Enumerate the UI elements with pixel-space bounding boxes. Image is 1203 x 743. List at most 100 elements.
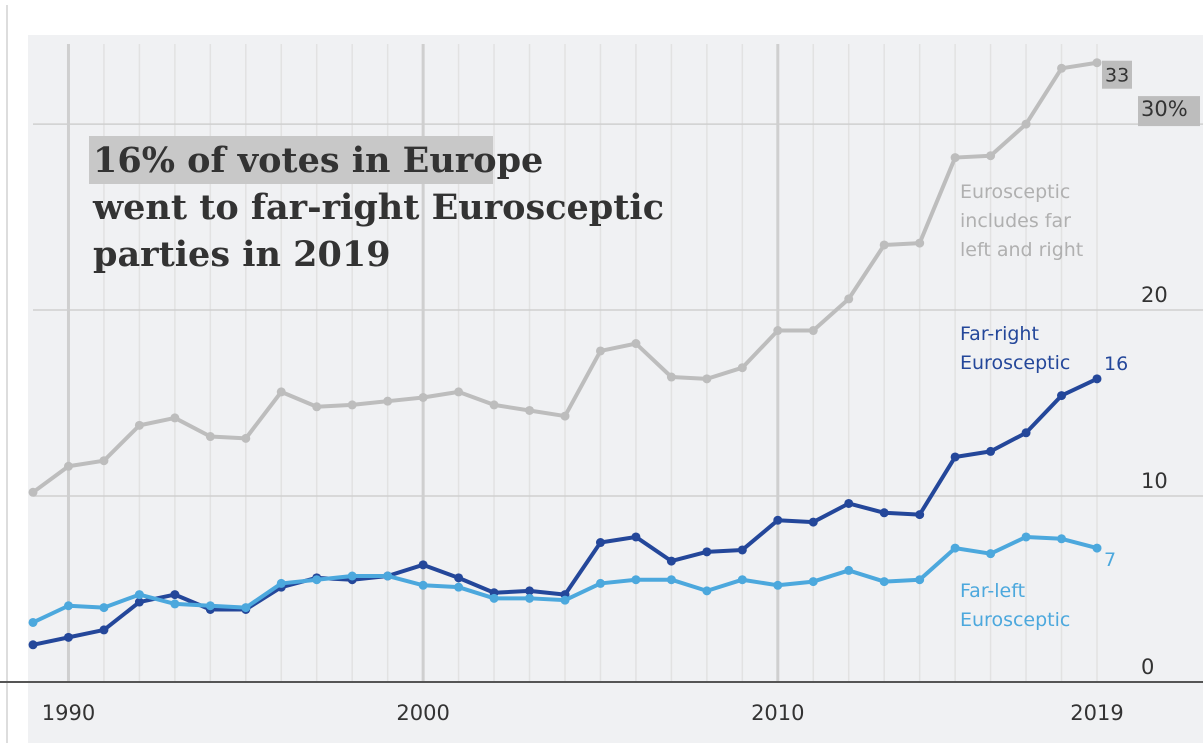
- data-point: [560, 595, 570, 605]
- data-point: [1021, 532, 1031, 542]
- data-point: [773, 515, 783, 525]
- y-tick-label: 10: [1141, 469, 1168, 493]
- title-line-2: went to far-right Eurosceptic: [92, 187, 664, 228]
- x-tick-label: 2000: [396, 701, 449, 725]
- title-line-1: 16% of votes in Europe: [93, 140, 543, 181]
- data-point: [241, 433, 251, 443]
- data-point: [1057, 63, 1067, 73]
- data-point: [595, 578, 605, 588]
- title-line-3: parties in 2019: [93, 234, 391, 275]
- data-point: [1057, 391, 1067, 401]
- y-tick-label: 20: [1141, 283, 1168, 307]
- data-point: [986, 151, 996, 161]
- data-point: [170, 413, 180, 423]
- x-tick-label: 2019: [1070, 701, 1123, 725]
- end-label-far-right: 16: [1104, 353, 1128, 375]
- data-point: [28, 640, 38, 650]
- data-point: [808, 517, 818, 527]
- eurosceptic-label-line-2: includes far: [960, 210, 1071, 232]
- data-point: [915, 575, 925, 585]
- data-point: [1057, 534, 1067, 544]
- data-point: [950, 543, 960, 553]
- data-point: [631, 575, 641, 585]
- data-point: [347, 400, 357, 410]
- data-point: [63, 632, 73, 642]
- title-highlight: [89, 136, 493, 184]
- data-point: [99, 625, 109, 635]
- data-point: [63, 601, 73, 611]
- data-point: [134, 420, 144, 430]
- far-left-label-line-1: Far-left: [960, 580, 1025, 602]
- series-labels: Eurosceptic includes far left and right …: [960, 181, 1083, 631]
- y-tick-label: 0: [1141, 655, 1154, 679]
- data-point: [879, 577, 889, 587]
- eurosceptic-label-line-1: Eurosceptic: [960, 181, 1070, 203]
- data-point: [454, 387, 464, 397]
- data-point: [737, 363, 747, 373]
- far-right-label-line-1: Far-right: [960, 323, 1039, 345]
- end-labels: 33 16 7: [1102, 60, 1132, 571]
- data-point: [879, 240, 889, 250]
- data-point: [666, 575, 676, 585]
- data-point: [737, 575, 747, 585]
- far-left-label-line-2: Eurosceptic: [960, 609, 1070, 631]
- far-right-label-line-2: Eurosceptic: [960, 352, 1070, 374]
- data-point: [1092, 374, 1102, 384]
- data-point: [915, 238, 925, 248]
- x-tick-label: 2010: [751, 701, 804, 725]
- data-point: [383, 571, 393, 581]
- data-point: [808, 326, 818, 336]
- data-point: [773, 326, 783, 336]
- data-point: [702, 586, 712, 596]
- data-point: [99, 456, 109, 466]
- data-point: [950, 153, 960, 163]
- data-point: [1021, 119, 1031, 129]
- data-point: [489, 400, 499, 410]
- eurosceptic-label-line-3: left and right: [960, 239, 1083, 261]
- data-point: [383, 396, 393, 406]
- data-point: [525, 586, 535, 596]
- data-point: [666, 372, 676, 382]
- data-point: [312, 575, 322, 585]
- data-point: [489, 593, 499, 603]
- data-point: [418, 560, 428, 570]
- data-point: [312, 402, 322, 412]
- data-point: [241, 603, 251, 613]
- data-point: [702, 374, 712, 384]
- data-point: [276, 387, 286, 397]
- data-point: [595, 538, 605, 548]
- data-point: [879, 508, 889, 518]
- data-point: [205, 601, 215, 611]
- data-point: [666, 556, 676, 566]
- data-point: [28, 617, 38, 627]
- data-point: [915, 510, 925, 520]
- data-point: [631, 339, 641, 349]
- data-point: [737, 545, 747, 555]
- data-point: [347, 571, 357, 581]
- data-point: [63, 461, 73, 471]
- series-lines: [28, 58, 1102, 650]
- data-point: [454, 573, 464, 583]
- data-point: [844, 498, 854, 508]
- data-point: [808, 577, 818, 587]
- data-point: [702, 547, 712, 557]
- axis-labels: 1990 2000 2010 2019 0 10 20 30%: [42, 96, 1200, 725]
- data-point: [205, 432, 215, 442]
- data-point: [276, 578, 286, 588]
- data-point: [170, 590, 180, 600]
- data-point: [773, 580, 783, 590]
- data-point: [134, 590, 144, 600]
- data-point: [595, 346, 605, 356]
- data-point: [28, 487, 38, 497]
- end-label-highlight: [1102, 60, 1132, 89]
- data-point: [99, 603, 109, 613]
- data-point: [454, 582, 464, 592]
- x-tick-label: 1990: [42, 701, 95, 725]
- data-point: [1021, 428, 1031, 438]
- data-point: [986, 549, 996, 559]
- data-point: [525, 405, 535, 415]
- data-point: [1092, 543, 1102, 553]
- y-tick-label: 30%: [1141, 97, 1188, 121]
- data-point: [1092, 58, 1102, 68]
- data-point: [950, 452, 960, 462]
